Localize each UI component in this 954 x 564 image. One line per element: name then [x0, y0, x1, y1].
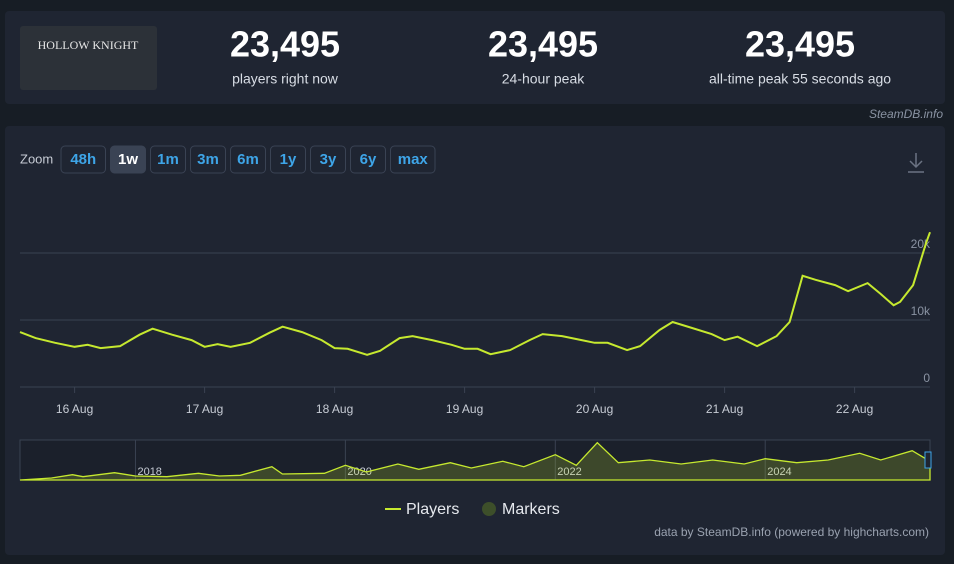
credit: data by SteamDB.info (powered by highcha…: [654, 525, 929, 539]
zoom-option[interactable]: 1y: [280, 151, 297, 168]
zoom-option[interactable]: 1w: [118, 151, 138, 168]
navigator-tick-label: 2024: [767, 466, 791, 478]
x-tick-label: 18 Aug: [316, 402, 353, 416]
zoom-button[interactable]: [190, 145, 226, 174]
navigator-tick-label: 2018: [137, 466, 161, 478]
legend-swatch: [482, 502, 496, 516]
navigator-handle[interactable]: [924, 451, 932, 469]
legend-label[interactable]: Markers: [502, 501, 560, 518]
x-tick-label: 16 Aug: [56, 402, 93, 416]
stat-value: 23,495: [745, 24, 855, 65]
zoom-button[interactable]: [230, 145, 266, 174]
zoom-option[interactable]: 3y: [320, 151, 337, 168]
stat-label: all-time peak 55 seconds ago: [709, 71, 891, 87]
x-tick-label: 22 Aug: [836, 402, 873, 416]
stats-panel: [5, 11, 945, 104]
navigator-tick-label: 2020: [347, 466, 371, 478]
zoom-option[interactable]: 48h: [70, 151, 96, 168]
zoom-button[interactable]: [270, 145, 306, 174]
navigator-tick-label: 2022: [557, 466, 581, 478]
zoom-button[interactable]: [110, 145, 146, 174]
y-tick-label: 10k: [911, 304, 931, 318]
logo-text: HOLLOW KNIGHT: [38, 38, 139, 52]
zoom-option[interactable]: 6y: [360, 151, 377, 168]
legend-label[interactable]: Players: [406, 501, 459, 518]
zoom-button[interactable]: [350, 145, 386, 174]
zoom-option[interactable]: 3m: [197, 151, 219, 168]
x-tick-label: 17 Aug: [186, 402, 223, 416]
stat-label: players right now: [232, 71, 339, 87]
zoom-button[interactable]: [150, 145, 186, 174]
stat-value: 23,495: [230, 24, 340, 65]
stat-label: 24-hour peak: [502, 71, 586, 87]
x-tick-label: 21 Aug: [706, 402, 743, 416]
x-tick-label: 19 Aug: [446, 402, 483, 416]
zoom-option[interactable]: 6m: [237, 151, 259, 168]
zoom-option[interactable]: max: [398, 151, 429, 168]
game-logo: [20, 26, 157, 90]
y-tick-label: 0: [923, 371, 930, 385]
stat-value: 23,495: [488, 24, 598, 65]
zoom-button[interactable]: [60, 145, 106, 174]
zoom-button[interactable]: [390, 145, 436, 174]
zoom-option[interactable]: 1m: [157, 151, 179, 168]
chart-panel: [5, 126, 945, 555]
source: SteamDB.info: [869, 107, 943, 121]
players-line: [19, 231, 931, 356]
zoom-label: Zoom: [20, 151, 53, 166]
navigator-area: [19, 441, 931, 481]
x-tick-label: 20 Aug: [576, 402, 613, 416]
download-icon[interactable]: [908, 153, 924, 173]
zoom-button[interactable]: [310, 145, 346, 174]
